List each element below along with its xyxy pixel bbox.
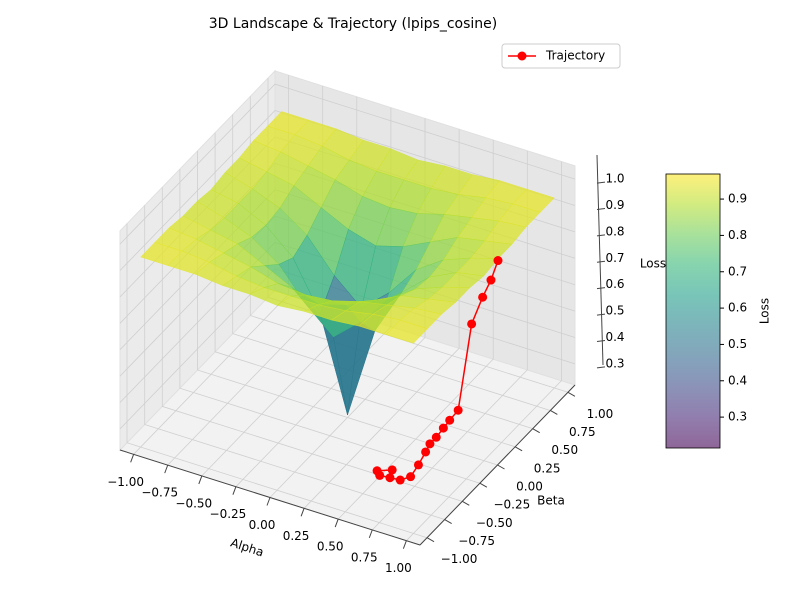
x-tick-label: −0.75 xyxy=(141,486,178,500)
trajectory-point xyxy=(467,319,477,329)
y-tick-label: −1.00 xyxy=(441,552,478,566)
y-axis-line xyxy=(419,384,576,546)
z-tick-label: 0.5 xyxy=(605,304,624,318)
x-tick-label: −1.00 xyxy=(107,475,144,489)
trajectory-point xyxy=(453,405,463,415)
tick-mark xyxy=(596,181,606,184)
tick-mark xyxy=(462,500,470,506)
trajectory-point xyxy=(425,439,435,449)
trajectory-point xyxy=(413,460,423,470)
tick-mark xyxy=(130,454,135,463)
trajectory-point xyxy=(478,292,488,302)
y-tick-label: 0.00 xyxy=(516,480,543,494)
x-axis-label: Alpha xyxy=(229,536,266,560)
tick-mark xyxy=(596,234,606,237)
trajectory-point xyxy=(372,466,382,476)
legend-marker xyxy=(517,51,527,61)
y-tick-label: −0.75 xyxy=(458,534,495,548)
y-tick-label: 0.25 xyxy=(534,461,561,475)
tick-mark xyxy=(300,508,305,517)
trajectory-point xyxy=(486,275,496,285)
tick-mark xyxy=(232,486,237,495)
legend-box xyxy=(501,43,621,69)
tick-mark xyxy=(334,518,339,528)
tick-mark xyxy=(532,428,540,434)
colorbar xyxy=(665,173,721,449)
z-axis-line xyxy=(596,154,604,366)
colorbar-tick-label: 0.4 xyxy=(728,373,747,387)
trajectory-point xyxy=(438,423,448,433)
colorbar-label: Loss xyxy=(758,298,772,324)
tick-mark xyxy=(567,391,576,397)
trajectory-point xyxy=(421,447,431,457)
colorbar-tick-label: 0.7 xyxy=(728,264,747,278)
tick-mark xyxy=(497,464,505,470)
x-tick-label: 0.00 xyxy=(249,518,276,532)
tick-mark xyxy=(596,260,606,263)
trajectory-point xyxy=(385,473,395,483)
grid-line xyxy=(406,161,562,541)
z-tick-label: 0.9 xyxy=(605,198,624,212)
y-axis-label: Beta xyxy=(537,494,565,508)
tick-mark xyxy=(550,410,558,415)
tick-mark xyxy=(198,475,203,485)
colorbar-tick-label: 0.9 xyxy=(728,192,747,206)
tick-mark xyxy=(514,446,523,452)
trajectory-point xyxy=(445,415,455,425)
legend-label: Trajectory xyxy=(545,49,605,63)
tick-mark xyxy=(426,537,435,543)
trajectory-point xyxy=(431,432,441,442)
grid-line xyxy=(119,110,576,271)
grid-line xyxy=(119,83,576,245)
colorbar-tick-label: 0.5 xyxy=(728,337,747,351)
grid-line xyxy=(144,205,445,520)
tick-mark xyxy=(402,540,407,549)
z-tick-label: 0.6 xyxy=(605,277,624,291)
z-tick-label: 0.4 xyxy=(605,330,624,344)
z-tick-label: 0.3 xyxy=(605,356,624,370)
tick-mark xyxy=(164,464,169,474)
y-tick-label: −0.50 xyxy=(476,516,513,530)
z-axis-label: Loss xyxy=(640,257,666,271)
tick-mark xyxy=(444,519,452,524)
chart-title: 3D Landscape & Trajectory (lpips_cosine) xyxy=(209,16,497,32)
z-tick-label: 0.7 xyxy=(605,251,624,265)
y-tick-label: −0.25 xyxy=(493,498,530,512)
tick-mark xyxy=(479,482,488,488)
trajectory-point xyxy=(387,465,397,475)
colorbar-tick-label: 0.3 xyxy=(728,410,747,424)
y-tick-label: 0.75 xyxy=(569,425,596,439)
x-tick-label: 0.50 xyxy=(317,540,344,554)
tick-mark xyxy=(596,313,606,316)
z-tick-label: 0.8 xyxy=(605,224,624,238)
grid-line xyxy=(126,223,428,539)
x-tick-label: 0.75 xyxy=(351,550,378,564)
surface xyxy=(140,111,555,415)
trajectory-point xyxy=(493,256,503,266)
tick-mark xyxy=(368,529,373,539)
trajectory-point xyxy=(395,475,405,485)
x-tick-label: −0.50 xyxy=(175,496,212,510)
x-axis-line xyxy=(119,449,421,546)
x-tick-label: −0.25 xyxy=(210,507,247,521)
surface-patch xyxy=(385,319,428,344)
tick-mark xyxy=(596,339,606,342)
z-tick-label: 1.0 xyxy=(605,172,624,186)
tick-mark xyxy=(266,497,271,506)
tick-mark xyxy=(596,366,606,369)
colorbar-tick-label: 0.8 xyxy=(728,228,747,242)
x-tick-label: 0.25 xyxy=(283,529,310,543)
x-tick-label: 1.00 xyxy=(385,561,412,575)
colorbar-tick-label: 0.6 xyxy=(728,301,747,315)
y-tick-label: 0.50 xyxy=(551,443,578,457)
trajectory-point xyxy=(406,472,416,482)
y-tick-label: 1.00 xyxy=(587,407,614,421)
